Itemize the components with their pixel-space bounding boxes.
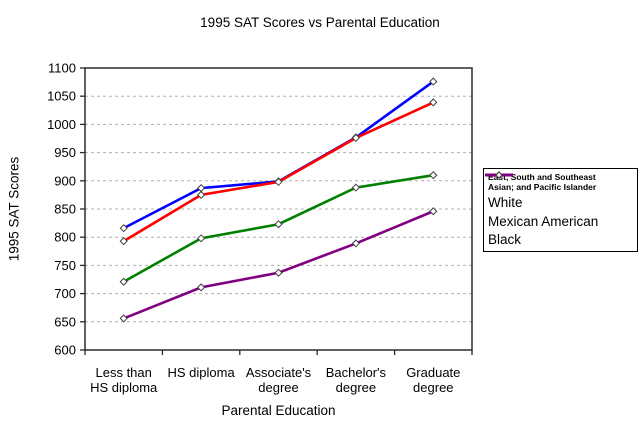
data-point-white (274, 177, 283, 187)
y-tick-label: 800 (54, 230, 76, 245)
legend-item-mexican-american: Mexican American (485, 171, 633, 230)
series-line-east-south-and-southeast-asian (123, 80, 435, 230)
x-tick-label: degree (336, 380, 376, 395)
x-tick-label: Less than (96, 365, 152, 380)
data-point-east-south-and-southeast-asian (119, 224, 128, 233)
data-point-east-south-and-southeast-asian (429, 77, 438, 86)
data-point-white (429, 98, 438, 107)
y-tick-label: 950 (54, 145, 76, 160)
legend-swatch-icon (485, 171, 513, 179)
data-point-mexican-american (429, 171, 438, 180)
data-point-white (196, 190, 206, 200)
data-point-white (119, 237, 128, 246)
x-tick-label: Associate's (246, 365, 312, 380)
y-tick-label: 750 (54, 258, 76, 273)
legend-item-black: Black (485, 171, 633, 248)
x-axis-title: Parental Education (221, 403, 336, 418)
y-tick-label: 1000 (47, 117, 76, 132)
y-tick-label: 650 (54, 314, 76, 329)
x-tick-label: HS diploma (167, 365, 235, 380)
legend-label: Black (488, 232, 522, 248)
x-tick-label: degree (258, 380, 298, 395)
data-point-black (196, 283, 206, 292)
data-point-black (429, 207, 438, 216)
y-tick-label: 600 (54, 343, 76, 358)
x-tick-label: degree (413, 380, 453, 395)
data-point-black (351, 239, 361, 248)
y-tick-label: 900 (54, 173, 76, 188)
y-tick-label: 850 (54, 202, 76, 217)
legend-item-white: White (485, 171, 633, 211)
legend-label: Mexican American (488, 213, 599, 229)
legend: East, South and Southeast Asian; and Pac… (483, 168, 638, 252)
y-tick-label: 700 (54, 286, 76, 301)
chart-title: 1995 SAT Scores vs Parental Education (200, 15, 440, 30)
x-tick-label: Bachelor's (326, 365, 387, 380)
y-tick-label: 1050 (47, 89, 76, 104)
x-tick-label: Graduate (406, 365, 460, 380)
data-point-black (274, 268, 283, 277)
data-point-mexican-american (351, 183, 361, 192)
legend-label: White (488, 195, 523, 211)
data-point-mexican-american (196, 234, 206, 243)
data-point-white (351, 133, 361, 143)
data-point-black (119, 314, 128, 323)
x-tick-label: HS diploma (90, 380, 158, 395)
y-tick-label: 1100 (48, 61, 76, 76)
data-point-mexican-american (119, 277, 128, 286)
data-point-mexican-american (274, 220, 283, 229)
